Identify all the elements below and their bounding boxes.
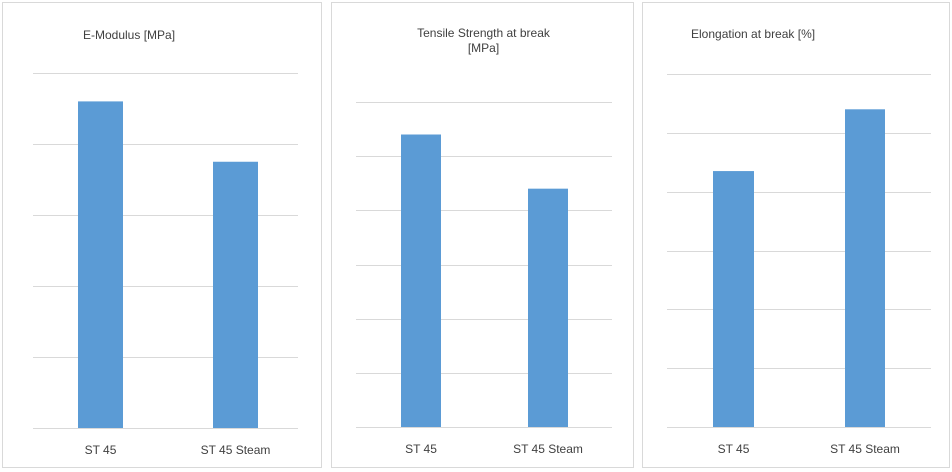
chart-title-line-1: Tensile Strength at break: [417, 26, 550, 40]
bar-st-45-steam: [213, 161, 258, 428]
bar-st-45-steam: [845, 109, 885, 428]
chart-panel-elongation: Elongation at break [%] ST 45 ST 45 Steam: [642, 2, 950, 468]
x-tick-label: ST 45 Steam: [513, 442, 583, 456]
bar-st-45: [401, 134, 441, 427]
x-tick-label: ST 45: [718, 442, 750, 456]
chart-panel-tensile-strength: Tensile Strength at break [MPa] ST 45 ST …: [331, 2, 634, 468]
bar-st-45: [78, 101, 123, 429]
x-tick-label: ST 45: [405, 442, 437, 456]
chart-title: E-Modulus [MPa]: [83, 28, 176, 42]
chart-title: Elongation at break [%]: [691, 27, 816, 41]
x-tick-label: ST 45: [85, 443, 117, 457]
chart-title-line-2: [MPa]: [467, 41, 500, 55]
x-tick-label: ST 45 Steam: [830, 442, 900, 456]
chart-panel-e-modulus: E-Modulus [MPa] ST 45 ST 45 Steam: [2, 2, 322, 468]
chart-plot: ST 45 ST 45 Steam: [667, 74, 931, 456]
x-tick-label: ST 45 Steam: [201, 443, 271, 457]
chart-plot: ST 45 ST 45 Steam: [356, 102, 612, 456]
chart-plot: ST 45 ST 45 Steam: [33, 73, 298, 457]
chart-title: Tensile Strength at break [MPa]: [372, 26, 595, 56]
bar-st-45-steam: [528, 188, 568, 427]
bar-st-45: [713, 171, 754, 427]
